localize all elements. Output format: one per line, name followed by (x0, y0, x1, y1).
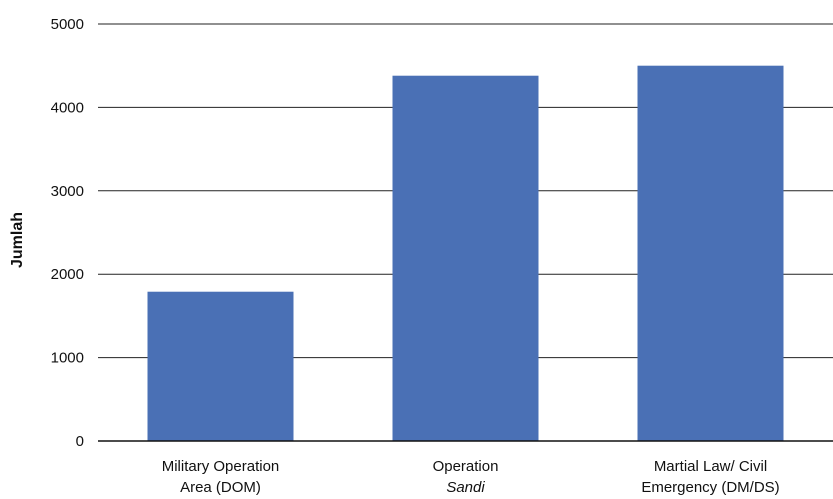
y-tick-label: 5000 (51, 16, 84, 33)
x-tick-label: Military Operation (162, 458, 280, 475)
bar (392, 75, 539, 441)
y-tick-label: 4000 (51, 99, 84, 116)
y-tick-label: 3000 (51, 183, 84, 200)
x-tick-label: Operation (433, 458, 499, 475)
x-tick-label: Martial Law/ Civil (654, 458, 767, 475)
bars (147, 65, 784, 441)
y-tick-label: 1000 (51, 350, 84, 367)
y-tick-label: 0 (76, 433, 84, 450)
y-tick-label: 2000 (51, 266, 84, 283)
x-tick-labels: Military Operation Area (DOM) Operation San… (162, 458, 780, 496)
bar (147, 291, 294, 441)
x-tick-label: Area (DOM) (180, 479, 261, 496)
x-tick-label: Sandi (446, 479, 485, 496)
y-tick-labels: 0 1000 2000 3000 4000 5000 (51, 16, 84, 450)
bar (637, 65, 784, 441)
y-axis-label: Jumlah (9, 212, 26, 268)
x-tick-label: Emergency (DM/DS) (641, 479, 779, 496)
